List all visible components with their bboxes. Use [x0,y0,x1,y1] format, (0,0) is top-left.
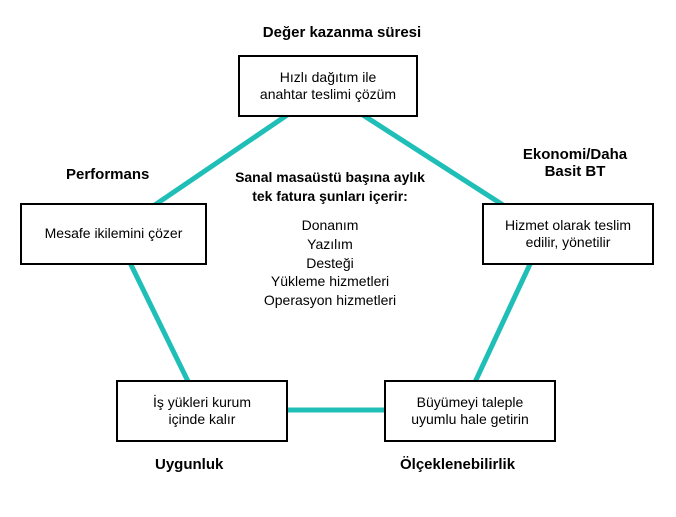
node-box-text: Büyümeyi taleple uyumlu hale getirin [411,394,529,429]
node-box-text: İş yükleri kurum içinde kalır [153,394,251,429]
node-title-left: Performans [66,166,186,183]
center-item: Desteği [230,254,430,273]
node-box-bottom-left: İş yükleri kurum içinde kalır [116,380,288,442]
node-title-bottom-left: Uygunluk [155,456,275,473]
center-text: Sanal masaüstü başına aylık tek fatura ş… [230,168,430,310]
diagram-stage: Sanal masaüstü başına aylık tek fatura ş… [0,0,676,517]
center-heading: Sanal masaüstü başına aylık tek fatura ş… [230,168,430,206]
node-box-text: Hizmet olarak teslim edilir, yönetilir [505,217,631,252]
center-item: Donanım [230,216,430,235]
node-box-text: Hızlı dağıtım ile anahtar teslimi çözüm [260,69,396,104]
center-item: Yükleme hizmetleri [230,272,430,291]
node-title-right: Ekonomi/Daha Basit BT [505,146,645,180]
node-title-top: Değer kazanma süresi [252,24,432,41]
node-title-bottom-right: Ölçeklenebilirlik [400,456,560,473]
node-box-right: Hizmet olarak teslim edilir, yönetilir [482,203,654,265]
node-box-left: Mesafe ikilemini çözer [20,203,207,265]
center-items: DonanımYazılımDesteğiYükleme hizmetleriO… [230,216,430,310]
node-box-top: Hızlı dağıtım ile anahtar teslimi çözüm [238,55,418,117]
center-item: Yazılım [230,235,430,254]
center-item: Operasyon hizmetleri [230,291,430,310]
node-box-bottom-right: Büyümeyi taleple uyumlu hale getirin [384,380,556,442]
node-box-text: Mesafe ikilemini çözer [45,225,183,243]
